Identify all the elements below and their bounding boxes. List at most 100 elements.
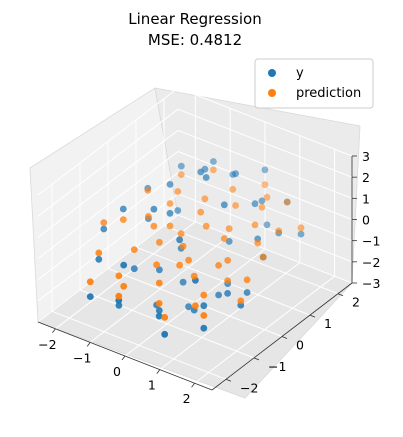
data-point-prediction — [177, 230, 185, 238]
data-point-prediction — [224, 257, 232, 264]
data-point-prediction — [190, 272, 198, 280]
data-point-prediction — [115, 272, 123, 280]
side-grid-line — [37, 108, 179, 217]
x-tick-label: 2 — [183, 391, 191, 406]
data-point-y — [258, 197, 266, 205]
z-tick-label: 3 — [362, 149, 370, 164]
data-point-prediction — [161, 314, 169, 321]
data-point-prediction — [145, 213, 152, 220]
data-point-y — [119, 205, 127, 213]
data-point-y — [200, 302, 208, 310]
side-grid-line — [37, 87, 179, 196]
data-point-prediction — [176, 261, 184, 269]
data-point-prediction — [224, 277, 232, 285]
data-point-y — [86, 293, 94, 300]
back-grid-line — [177, 129, 353, 199]
legend-box — [254, 58, 374, 109]
back-grid-line — [177, 108, 353, 178]
z-tick-label: 0 — [362, 213, 370, 228]
back-grid-line — [177, 87, 353, 157]
side-grid-line — [37, 172, 179, 281]
y-tick — [337, 293, 344, 297]
data-point-y — [263, 221, 271, 229]
data-point-y — [243, 289, 251, 296]
side-grid-line — [37, 214, 179, 323]
data-point-y — [115, 302, 123, 309]
data-point-y — [261, 166, 269, 174]
side-grid-line — [37, 151, 179, 259]
data-point-prediction — [166, 200, 174, 207]
data-point-prediction — [297, 224, 305, 232]
floor-grid-line — [51, 310, 227, 380]
data-point-y — [200, 324, 208, 332]
data-point-y — [251, 200, 259, 208]
data-point-prediction — [120, 282, 128, 290]
data-point-prediction — [155, 279, 163, 287]
y-tick-label: 2 — [352, 295, 360, 310]
legend-marker-y — [268, 69, 276, 77]
data-point-prediction — [210, 166, 217, 174]
data-point-prediction — [115, 292, 123, 300]
chart-title: Linear Regression — [128, 10, 261, 28]
floor-grid-line — [135, 246, 311, 316]
data-point-y — [155, 307, 163, 314]
data-point-y — [155, 312, 163, 320]
legend-marker-prediction — [268, 89, 276, 97]
data-point-prediction — [251, 221, 259, 229]
y-tick — [281, 336, 288, 339]
data-point-prediction — [243, 276, 251, 284]
data-point-prediction — [100, 219, 108, 227]
y-tick-label: −1 — [268, 359, 286, 374]
data-point-y — [224, 290, 232, 297]
data-point-prediction — [200, 291, 208, 299]
data-point-prediction — [275, 227, 283, 235]
data-point-prediction — [254, 239, 262, 247]
data-point-prediction — [232, 202, 240, 209]
data-point-prediction — [185, 256, 193, 264]
data-point-y — [297, 230, 305, 238]
data-point-prediction — [119, 216, 127, 224]
z-tick-label: −1 — [362, 234, 380, 249]
data-point-prediction — [150, 222, 158, 230]
y-tick-label: 1 — [324, 316, 332, 331]
data-point-y — [202, 174, 210, 181]
data-point-prediction — [155, 300, 163, 307]
data-point-prediction — [95, 249, 103, 257]
data-point-prediction — [229, 185, 237, 193]
data-point-y — [210, 158, 217, 165]
y-tick — [309, 314, 316, 318]
data-point-prediction — [197, 208, 205, 216]
data-point-y — [95, 255, 103, 263]
z-tick-label: −2 — [362, 255, 380, 270]
data-point-prediction — [144, 187, 152, 194]
data-point-y — [166, 209, 174, 217]
data-point-y — [215, 291, 223, 299]
y-tick — [253, 357, 260, 361]
data-point-y — [176, 236, 184, 244]
x-tick-label: 0 — [113, 364, 121, 379]
data-point-prediction — [261, 181, 269, 189]
x-tick-label: −1 — [73, 350, 91, 365]
y-tick — [225, 378, 232, 382]
x-tick-label: −2 — [38, 337, 56, 352]
x-tick — [52, 328, 56, 334]
z-tick-label: 1 — [362, 191, 370, 206]
data-point-y — [156, 266, 163, 274]
data-point-prediction — [259, 253, 267, 261]
data-point-prediction — [156, 238, 163, 246]
axes-lines — [37, 155, 357, 391]
data-point-prediction — [177, 171, 185, 179]
data-point-y — [220, 201, 228, 209]
data-point-prediction — [258, 203, 266, 211]
data-point-prediction — [200, 312, 208, 319]
data-point-y — [130, 265, 138, 273]
y-tick-label: −2 — [240, 380, 258, 395]
data-point-y — [197, 168, 205, 176]
data-point-prediction — [174, 188, 182, 195]
side-grid-line — [37, 129, 179, 238]
data-point-prediction — [225, 225, 233, 233]
data-point-prediction — [215, 262, 223, 269]
data-point-prediction — [237, 297, 245, 305]
